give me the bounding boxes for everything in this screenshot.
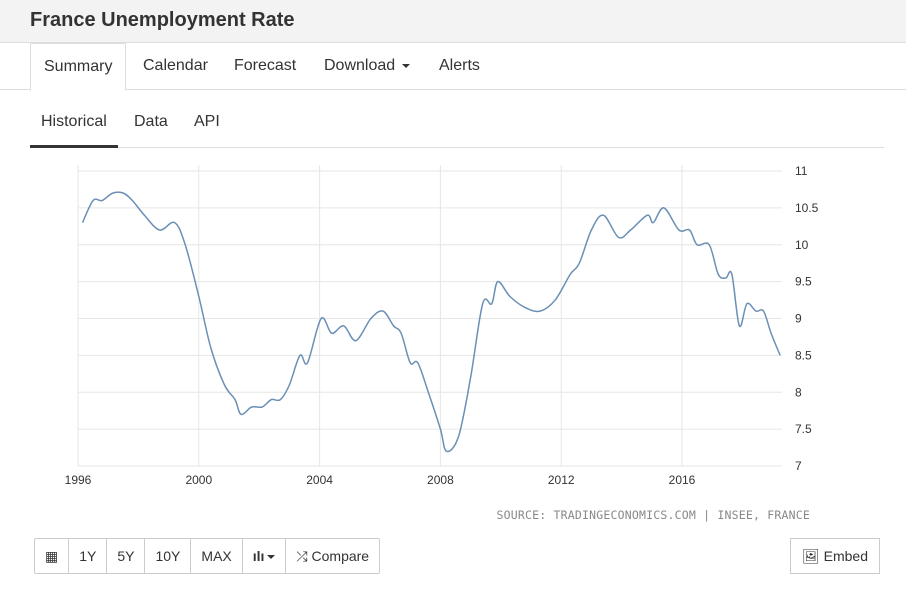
chart-type-button[interactable]: ılı: [243, 539, 287, 573]
tab-calendar[interactable]: Calendar: [143, 57, 208, 74]
page-title: France Unemployment Rate: [30, 9, 295, 31]
caret-down-icon: [267, 555, 276, 560]
tab-forecast[interactable]: Forecast: [234, 57, 297, 74]
range-5y-button[interactable]: 5Y: [107, 539, 146, 573]
image-icon: 🖼: [801, 548, 824, 564]
embed-label: Embed: [823, 548, 868, 564]
x-tick-label: 2000: [185, 473, 212, 487]
y-tick-label: 9.5: [795, 275, 812, 289]
series-line-unemployment-rate: [81, 191, 781, 453]
tab-alerts[interactable]: Alerts: [439, 57, 480, 74]
calendar-button[interactable]: ▦: [35, 539, 70, 573]
page-header: France Unemployment Rate: [0, 0, 906, 43]
range-1y-button[interactable]: 1Y: [69, 539, 108, 573]
y-tick-label: 10.5: [795, 201, 819, 215]
source-text: SOURCE: TRADINGECONOMICS.COM | INSEE, FR…: [496, 508, 810, 522]
y-tick-label: 7: [795, 459, 802, 473]
tab-download[interactable]: Download: [324, 43, 411, 89]
x-tick-label: 2008: [427, 473, 454, 487]
x-tick-label: 2004: [306, 473, 333, 487]
y-tick-label: 10: [795, 238, 809, 252]
y-tick-label: 11: [795, 164, 808, 178]
y-tick-label: 7.5: [795, 422, 812, 436]
compare-label: Compare: [311, 548, 370, 564]
tab-download-label: Download: [324, 57, 396, 74]
bar-chart-icon: ılı: [252, 548, 265, 564]
x-tick-label: 2012: [548, 473, 575, 487]
calendar-icon: ▦: [45, 548, 59, 564]
y-tick-label: 8.5: [795, 348, 812, 362]
compare-button[interactable]: ⤮ Compare: [286, 539, 379, 573]
tab-summary[interactable]: Summary: [30, 43, 127, 91]
subtab-historical[interactable]: Historical: [30, 113, 118, 148]
sub-tabs: Historical Data API: [30, 103, 884, 148]
subtab-api[interactable]: API: [194, 113, 220, 130]
subtab-data[interactable]: Data: [134, 113, 168, 130]
shuffle-icon: ⤮: [296, 548, 312, 564]
main-tabs: Summary Calendar Forecast Download Alert…: [0, 43, 906, 91]
caret-down-icon: [402, 63, 411, 68]
line-chart: 1996 2000 2004 2008 2012 2016 11 10.5 10 9.5 9 8.5 8…: [65, 164, 819, 487]
y-tick-label: 9: [795, 312, 802, 326]
range-10y-button[interactable]: 10Y: [145, 539, 192, 573]
x-tick-label: 1996: [65, 473, 92, 487]
embed-button[interactable]: 🖼 Embed: [789, 538, 880, 574]
chart-toolbar: ▦ 1Y 5Y 10Y MAX ılı ⤮ Compare: [34, 538, 381, 574]
y-tick-label: 8: [795, 385, 802, 399]
x-tick-label: 2016: [669, 473, 696, 487]
range-max-button[interactable]: MAX: [191, 539, 243, 573]
